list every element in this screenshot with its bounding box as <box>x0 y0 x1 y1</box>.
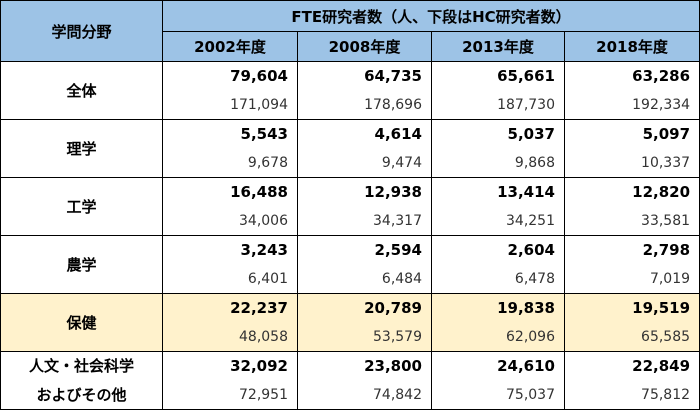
hc-cell: 9,474 <box>297 148 432 178</box>
table-row-highlighted: 保健 22,237 20,789 19,838 19,519 <box>0 293 700 352</box>
hc-cell: 6,484 <box>297 264 432 294</box>
table-row-highlighted: 48,058 53,579 62,096 65,585 <box>1 322 700 352</box>
hc-cell: 65,585 <box>563 322 700 352</box>
hc-cell: 34,006 <box>162 206 298 236</box>
hc-cell: 171,094 <box>162 90 298 120</box>
table-row: およびその他 72,951 74,842 75,037 75,812 <box>0 380 700 410</box>
hc-cell: 62,096 <box>431 322 565 352</box>
fte-cell: 64,735 <box>297 61 432 91</box>
fte-cell: 5,037 <box>431 119 565 149</box>
table-row: 農学 3,243 2,594 2,604 2,798 <box>0 235 700 294</box>
table-title: FTE研究者数（人、下段はHC研究者数） <box>161 0 700 32</box>
fte-cell: 32,092 <box>162 351 298 381</box>
field-header: 学問分野 <box>0 0 163 62</box>
fte-cell: 63,286 <box>563 61 700 91</box>
fte-cell: 24,610 <box>431 351 565 381</box>
year-header: 2008年度 <box>297 31 432 62</box>
hc-cell: 7,019 <box>563 264 700 294</box>
hc-cell: 48,058 <box>162 322 298 352</box>
fte-cell: 2,604 <box>431 235 565 265</box>
hc-cell: 178,696 <box>297 90 432 120</box>
fte-cell: 13,414 <box>431 177 565 207</box>
hc-cell: 34,317 <box>297 206 432 236</box>
fte-cell: 23,800 <box>297 351 432 381</box>
fte-cell: 22,237 <box>162 293 298 323</box>
table-row: 工学 16,488 12,938 13,414 12,820 <box>0 177 700 236</box>
table-row: 全体 79,604 64,735 65,661 63,286 <box>0 61 700 120</box>
fte-cell: 19,838 <box>431 293 565 323</box>
field-cell: 全体 <box>0 61 163 120</box>
fte-cell: 16,488 <box>162 177 298 207</box>
fte-cell: 19,519 <box>563 293 700 323</box>
field-cell: 保健 <box>0 293 163 352</box>
fte-cell: 2,798 <box>563 235 700 265</box>
fte-cell: 4,614 <box>297 119 432 149</box>
hc-cell: 74,842 <box>297 380 432 410</box>
hc-cell: 192,334 <box>563 90 700 120</box>
year-header: 2013年度 <box>431 31 565 62</box>
researcher-table: 学問分野 FTE研究者数（人、下段はHC研究者数） 2002年度 2008年度 … <box>0 0 700 410</box>
hc-cell: 75,812 <box>563 380 700 410</box>
hc-cell: 6,401 <box>162 264 298 294</box>
fte-cell: 22,849 <box>563 351 700 381</box>
year-header: 2002年度 <box>162 31 298 62</box>
hc-cell: 34,251 <box>431 206 565 236</box>
fte-cell: 2,594 <box>297 235 432 265</box>
field-cell-line1: 人文・社会科学 <box>0 351 163 381</box>
table-row: 人文・社会科学 32,092 23,800 24,610 22,849 <box>0 351 700 381</box>
field-cell-line2: およびその他 <box>0 380 163 410</box>
table-row: 6,401 6,484 6,478 7,019 <box>1 264 700 294</box>
fte-cell: 12,938 <box>297 177 432 207</box>
fte-cell: 5,097 <box>563 119 700 149</box>
hc-cell: 6,478 <box>431 264 565 294</box>
field-cell: 理学 <box>0 119 163 178</box>
hc-cell: 187,730 <box>431 90 565 120</box>
hc-cell: 72,951 <box>162 380 298 410</box>
hc-cell: 9,868 <box>431 148 565 178</box>
fte-cell: 20,789 <box>297 293 432 323</box>
field-cell: 工学 <box>0 177 163 236</box>
fte-cell: 79,604 <box>162 61 298 91</box>
fte-cell: 65,661 <box>431 61 565 91</box>
hc-cell: 10,337 <box>563 148 700 178</box>
fte-cell: 3,243 <box>162 235 298 265</box>
table-row: 理学 5,543 4,614 5,037 5,097 <box>0 119 700 178</box>
field-cell: 農学 <box>0 235 163 294</box>
hc-cell: 9,678 <box>162 148 298 178</box>
hc-cell: 75,037 <box>431 380 565 410</box>
table-row: 34,006 34,317 34,251 33,581 <box>1 206 700 236</box>
fte-cell: 12,820 <box>563 177 700 207</box>
fte-cell: 5,543 <box>162 119 298 149</box>
year-header: 2018年度 <box>563 31 700 62</box>
hc-cell: 33,581 <box>563 206 700 236</box>
table-row: 9,678 9,474 9,868 10,337 <box>1 148 700 178</box>
hc-cell: 53,579 <box>297 322 432 352</box>
